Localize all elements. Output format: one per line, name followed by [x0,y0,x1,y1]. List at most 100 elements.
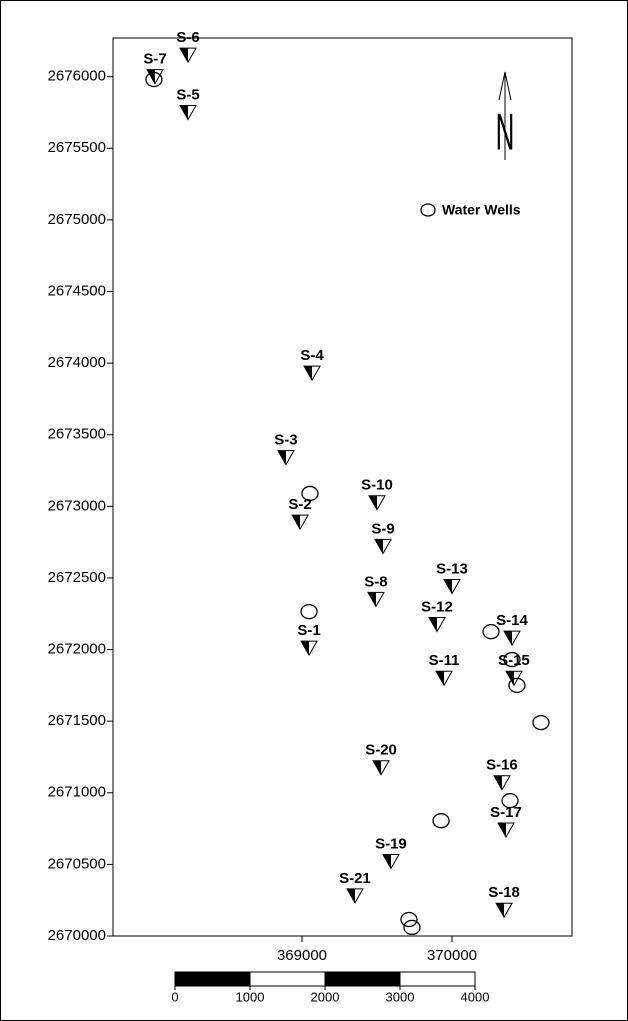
sample-site [300,640,318,657]
sample-site [428,616,446,633]
site-label: S-4 [300,347,324,364]
y-tick-label: 2674500 [48,282,106,299]
sample-site [374,538,392,555]
site-label: S-6 [176,29,199,46]
y-tick-label: 2674000 [48,354,106,371]
site-label: S-1 [297,622,320,639]
sample-site [503,630,521,647]
y-tick-label: 2671000 [48,784,106,801]
site-label: S-10 [361,477,393,494]
water-well [508,677,526,694]
water-well [145,71,163,88]
site-label: S-13 [436,561,468,578]
x-tick-label: 370000 [427,947,477,964]
north-arrow: N [496,71,515,161]
water-well [400,911,418,928]
scale-label: 4000 [461,989,490,1004]
triangle-half [180,105,188,120]
legend-marker [420,203,436,217]
sample-site [493,775,511,791]
site-label: S-17 [490,804,522,821]
triangle-half [304,366,313,381]
y-tick-label: 2671500 [48,712,106,729]
sample-site [291,514,309,531]
north-arrow-head [498,71,512,101]
sample-site [367,591,385,608]
scale-segment [174,971,251,987]
sample-site [435,670,453,687]
sample-site [497,822,515,839]
y-tick-label: 2675000 [48,211,106,228]
y-tick-label: 2673000 [48,497,106,514]
triangle-half [505,671,514,686]
triangle-half [180,48,188,63]
plot-frame [112,37,573,937]
site-label: S-11 [429,652,460,669]
site-label: S-2 [288,496,311,513]
water-well [432,813,450,829]
triangle-half [498,823,506,838]
site-label: S-21 [339,870,371,887]
sample-site [346,888,364,904]
y-tick-label: 2672500 [48,569,106,586]
site-label: S-9 [371,520,394,537]
triangle-half [292,515,301,530]
site-label: S-18 [488,884,520,901]
sample-site [368,495,386,511]
x-tick-label: 369000 [277,947,327,964]
water-well [300,603,318,620]
triangle-half [493,775,502,790]
water-well [301,485,319,502]
water-well [482,624,500,640]
site-label: S-8 [364,573,387,590]
scale-label: 2000 [311,989,340,1004]
site-label: S-12 [421,598,453,615]
y-tick-label: 2670000 [48,927,106,944]
site-label: S-16 [486,757,518,774]
triangle-half [504,631,512,646]
scale-segment [324,971,401,987]
triangle-half [277,450,286,465]
water-well [503,651,521,668]
sample-site [495,902,513,919]
sample-site [277,450,295,466]
triangle-half [382,854,391,869]
water-well [403,919,421,936]
site-label: S-20 [365,742,397,759]
triangle-half [444,579,452,594]
sample-site [179,104,197,121]
sample-site [372,760,390,776]
north-label: N [496,103,515,161]
triangle-half [373,760,382,775]
site-label: S-19 [375,835,407,852]
sample-site [179,47,197,64]
triangle-half [375,539,383,554]
site-label: S-5 [176,86,199,103]
triangle-half [429,617,437,632]
y-tick-label: 2675500 [48,139,106,156]
triangle-half [496,903,505,918]
y-tick-label: 2670500 [48,855,106,872]
y-tick-label: 2676000 [48,68,106,85]
site-label: S-7 [143,51,166,68]
legend-label: Water Wells [442,202,521,218]
sample-site [303,365,321,382]
site-label: S-14 [496,612,528,629]
triangle-half [367,592,376,607]
site-label: S-3 [274,432,297,449]
scale-segment [399,971,476,987]
sample-site [382,854,400,870]
water-well [501,793,519,809]
triangle-half [436,671,445,686]
scale-label: 1000 [236,989,265,1004]
triangle-half [346,888,355,903]
sample-site [443,579,461,595]
y-tick-label: 2672000 [48,641,106,658]
scale-label: 0 [171,989,178,1004]
water-well [532,714,550,731]
triangle-half [301,641,310,656]
triangle-half [369,495,377,510]
scale-label: 3000 [386,989,415,1004]
scale-segment [249,971,326,987]
